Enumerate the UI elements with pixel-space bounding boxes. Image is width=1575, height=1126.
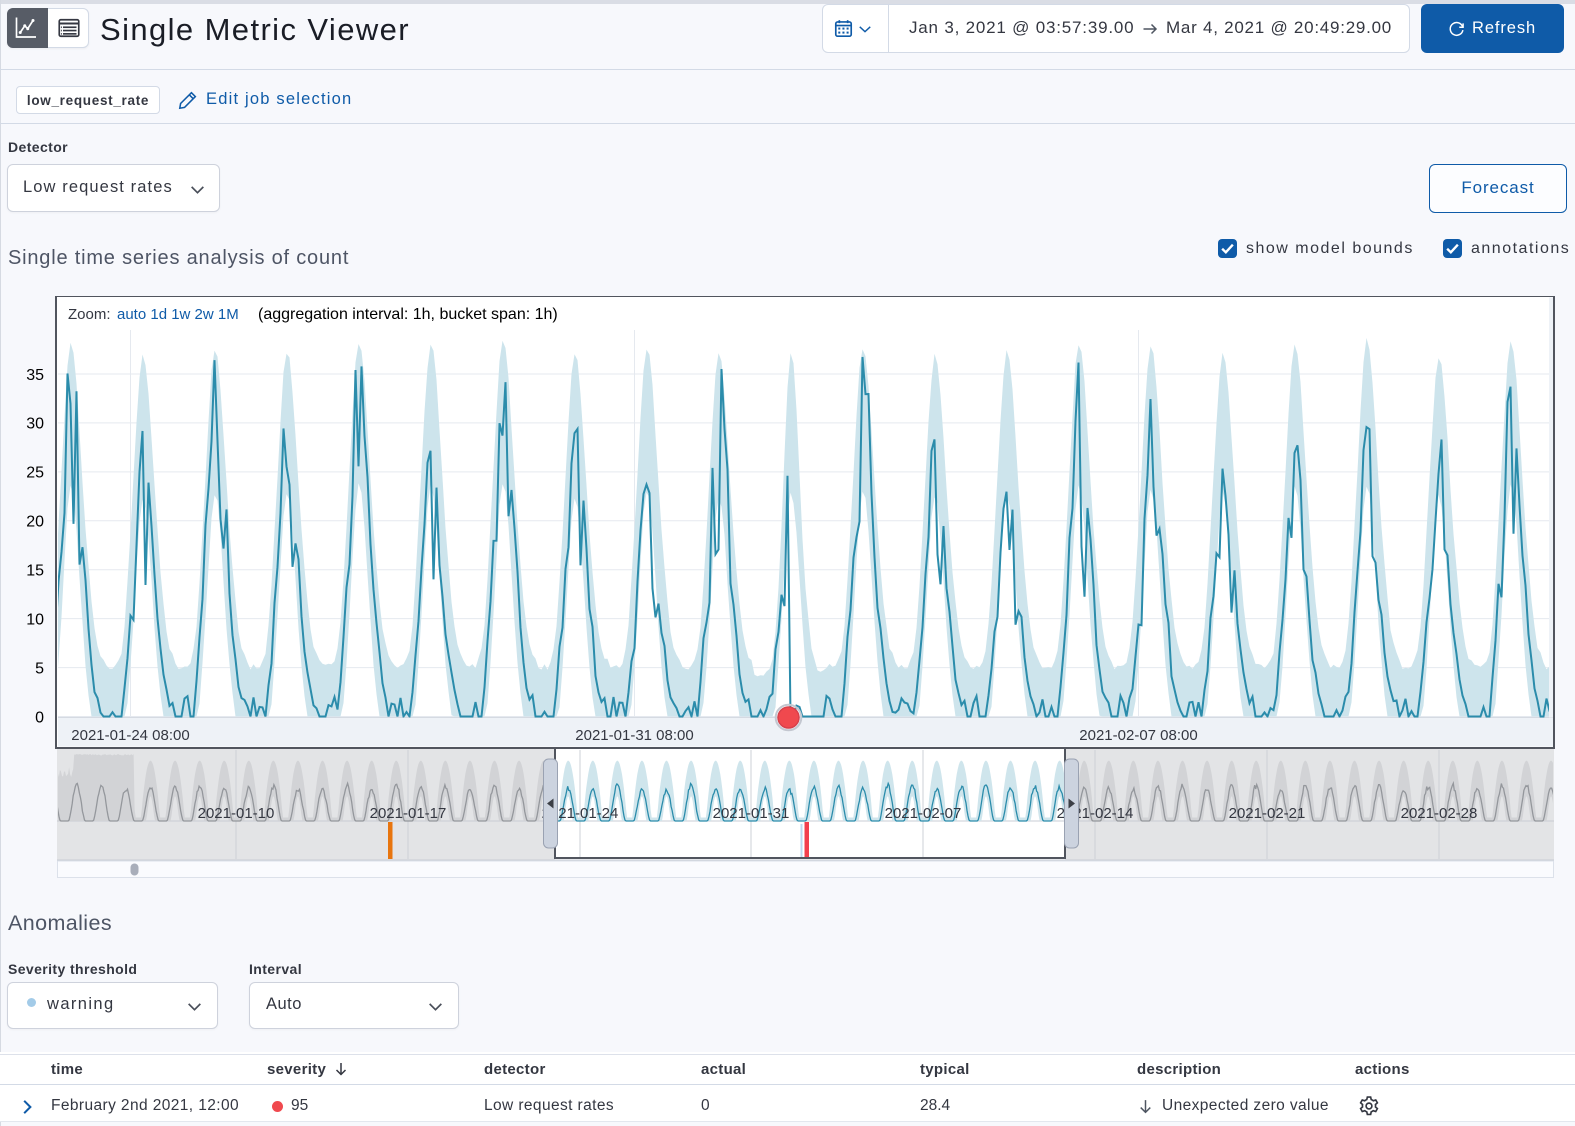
svg-text:35: 35 (26, 367, 44, 384)
svg-text:auto 1d 1w 2w 1M: auto 1d 1w 2w 1M (117, 306, 239, 323)
svg-text:5: 5 (35, 660, 44, 677)
svg-text:2021-02-21: 2021-02-21 (1229, 805, 1306, 822)
svg-text:25: 25 (26, 465, 44, 482)
svg-text:2021-01-10: 2021-01-10 (198, 805, 275, 822)
svg-text:2021-01-17: 2021-01-17 (370, 805, 447, 822)
svg-text:10: 10 (26, 611, 44, 628)
svg-text:2021-02-07: 2021-02-07 (885, 805, 962, 822)
svg-text:2021-01-24 08:00: 2021-01-24 08:00 (71, 727, 189, 744)
svg-text:2021-01-31: 2021-01-31 (713, 805, 790, 822)
svg-text:2021-02-28: 2021-02-28 (1401, 805, 1478, 822)
svg-text:2021-02-07 08:00: 2021-02-07 08:00 (1079, 727, 1197, 744)
svg-text:(aggregation interval: 1h, buc: (aggregation interval: 1h, bucket span: … (258, 306, 558, 323)
svg-text:20: 20 (26, 514, 44, 531)
svg-text:15: 15 (26, 563, 44, 580)
svg-text:Zoom:: Zoom: (68, 306, 111, 323)
svg-text:0: 0 (35, 709, 44, 726)
svg-text:2021-01-31 08:00: 2021-01-31 08:00 (575, 727, 693, 744)
svg-text:2021-01-24: 2021-01-24 (542, 805, 619, 822)
svg-text:30: 30 (26, 416, 44, 433)
